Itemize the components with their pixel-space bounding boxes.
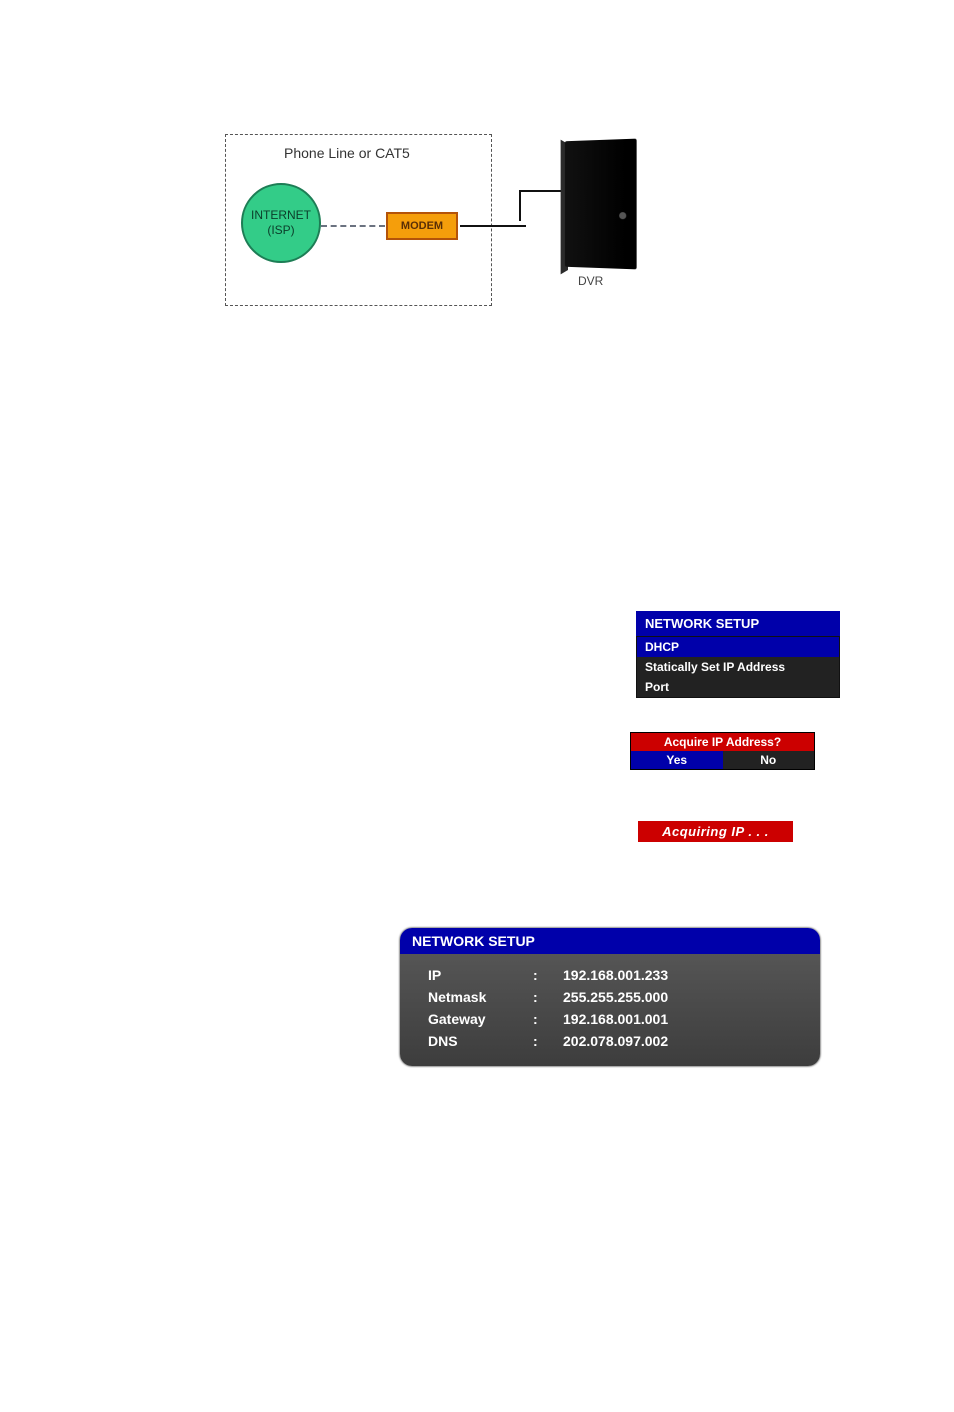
solid-connector-h2 [519,190,564,192]
acquiring-ip-banner: Acquiring IP . . . [638,821,793,842]
internet-node: INTERNET (ISP) [241,183,321,263]
internet-label-2: (ISP) [267,223,294,238]
dvr-power-dot [619,212,626,219]
value-gateway: 192.168.001.001 [563,1011,792,1027]
modem-label: MODEM [401,220,443,232]
label-netmask: Netmask [428,989,533,1005]
phone-line-box: Phone Line or CAT5 INTERNET (ISP) MODEM [225,134,492,306]
value-netmask: 255.255.255.000 [563,989,792,1005]
network-setup-values-panel: NETWORK SETUP IP : 192.168.001.233 Netma… [400,928,820,1066]
internet-label-1: INTERNET [251,208,311,223]
solid-connector-h1 [460,225,526,227]
row-netmask: Netmask : 255.255.255.000 [428,986,792,1008]
acquire-ip-dialog: Acquire IP Address? Yes No [630,732,815,770]
colon-icon: : [533,1011,563,1027]
network-setup-values-title: NETWORK SETUP [400,928,820,954]
modem-node: MODEM [386,212,458,240]
menu-item-static-ip[interactable]: Statically Set IP Address [637,657,839,677]
acquire-yes-button[interactable]: Yes [631,751,723,769]
dashed-connector [321,225,385,227]
menu-item-port[interactable]: Port [637,677,839,697]
solid-connector-v1 [519,190,521,221]
dvr-body [565,139,637,270]
row-ip: IP : 192.168.001.233 [428,964,792,986]
colon-icon: : [533,967,563,983]
network-setup-menu-body: DHCP Statically Set IP Address Port [636,636,840,698]
network-setup-values-body: IP : 192.168.001.233 Netmask : 255.255.2… [400,954,820,1066]
colon-icon: : [533,989,563,1005]
acquire-ip-title: Acquire IP Address? [631,733,814,751]
row-gateway: Gateway : 192.168.001.001 [428,1008,792,1030]
acquire-no-button[interactable]: No [723,751,815,769]
label-dns: DNS [428,1033,533,1049]
label-gateway: Gateway [428,1011,533,1027]
dvr-label: DVR [578,274,603,288]
label-ip: IP [428,967,533,983]
box-title: Phone Line or CAT5 [284,145,410,161]
acquire-ip-buttons: Yes No [631,751,814,769]
colon-icon: : [533,1033,563,1049]
menu-item-dhcp[interactable]: DHCP [637,637,839,657]
connection-diagram: Phone Line or CAT5 INTERNET (ISP) MODEM … [220,130,660,310]
row-dns: DNS : 202.078.097.002 [428,1030,792,1052]
network-setup-menu-title: NETWORK SETUP [636,611,840,636]
value-ip: 192.168.001.233 [563,967,792,983]
value-dns: 202.078.097.002 [563,1033,792,1049]
network-setup-menu: NETWORK SETUP DHCP Statically Set IP Add… [636,611,840,698]
